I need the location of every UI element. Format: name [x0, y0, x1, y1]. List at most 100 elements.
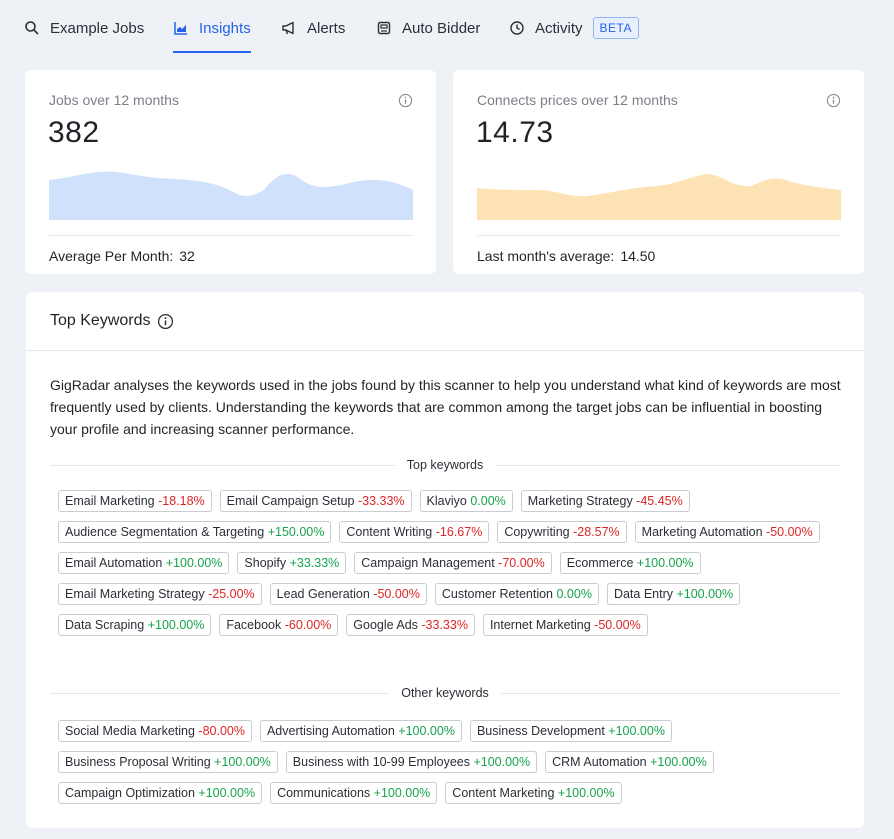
keyword-name: Campaign Optimization: [65, 786, 199, 800]
average-label: Last month's average:: [477, 248, 615, 264]
connects-card: Connects prices over 12 months 14.73 Las…: [453, 70, 864, 274]
tab-label: Example Jobs: [50, 19, 145, 37]
keyword-name: Email Campaign Setup: [226, 494, 358, 508]
keyword-name: Advertising Automation: [266, 724, 399, 738]
keyword-chip: Klaviyo 0.00%: [419, 490, 513, 512]
keyword-name: Audience Segmentation & Targeting: [65, 525, 268, 539]
keyword-name: Business Development: [476, 724, 609, 738]
keyword-chip: Data Scraping +100.00%: [58, 614, 212, 636]
keyword-change: -70.00%: [498, 556, 545, 570]
jobs-sparkline: [49, 171, 413, 220]
keyword-name: Shopify: [244, 556, 290, 570]
keyword-chip: Email Marketing -18.18%: [58, 490, 212, 512]
top-keywords-heading: Top keywords: [50, 456, 840, 474]
top-keywords-label: Top keywords: [406, 458, 484, 472]
average-label: Average Per Month:: [49, 248, 174, 264]
keyword-change: -50.00%: [373, 587, 420, 601]
keyword-chip: Communications +100.00%: [270, 782, 438, 804]
keyword-chip: Campaign Optimization +100.00%: [58, 782, 263, 804]
tab-insights[interactable]: Insights: [173, 0, 251, 56]
keyword-change: -28.57%: [573, 525, 620, 539]
keyword-chip: Facebook -60.00%: [219, 614, 339, 636]
keyword-chip: Campaign Management -70.00%: [354, 552, 552, 574]
jobs-card-title: Jobs over 12 months: [49, 92, 179, 108]
connects-card-title: Connects prices over 12 months: [477, 92, 678, 108]
keyword-chip: Email Marketing Strategy -25.00%: [58, 583, 262, 605]
clock-icon: [510, 21, 524, 35]
divider: [26, 350, 864, 351]
info-icon[interactable]: [398, 93, 413, 108]
jobs-average: Average Per Month: 32: [49, 248, 195, 264]
keyword-chip: Ecommerce +100.00%: [559, 552, 701, 574]
robot-icon: [377, 21, 391, 35]
keyword-change: +100.00%: [214, 755, 271, 769]
keyword-change: -18.18%: [158, 494, 205, 508]
top-keywords-list: Email Marketing -18.18% Email Campaign Se…: [58, 490, 838, 636]
keyword-change: -33.33%: [357, 494, 405, 508]
search-icon: [25, 21, 39, 35]
other-keywords-heading: Other keywords: [50, 684, 840, 702]
jobs-count: 382: [48, 116, 100, 149]
info-icon[interactable]: [157, 313, 174, 330]
keyword-chip: Google Ads -33.33%: [346, 614, 475, 636]
keywords-card: Top Keywords GigRadar analyses the keywo…: [26, 292, 864, 828]
other-keywords-list: Social Media Marketing -80.00% Advertisin…: [58, 720, 838, 804]
tab-alerts[interactable]: Alerts: [281, 0, 345, 56]
keyword-change: +100.00%: [398, 724, 455, 738]
keyword-chip: Content Writing -16.67%: [339, 521, 490, 543]
keyword-chip: Copywriting -28.57%: [497, 521, 627, 543]
tab-example-jobs[interactable]: Example Jobs: [24, 0, 144, 56]
keyword-change: +33.33%: [289, 556, 340, 570]
keyword-change: 0.00%: [470, 494, 506, 508]
keyword-name: Business with 10-99 Employees: [292, 755, 474, 769]
keyword-chip: Internet Marketing -50.00%: [482, 614, 648, 636]
keyword-change: +100.00%: [473, 755, 531, 769]
keyword-change: -16.67%: [435, 525, 483, 539]
keyword-change: -60.00%: [284, 618, 332, 632]
beta-badge: BETA: [592, 17, 639, 39]
keywords-title: Top Keywords: [50, 312, 151, 329]
keyword-change: +100.00%: [608, 724, 665, 738]
chart-icon: [174, 22, 187, 35]
keyword-chip: Business with 10-99 Employees +100.00%: [285, 751, 538, 773]
connects-average: Last month's average: 14.50: [477, 248, 655, 264]
tab-auto-bidder[interactable]: Auto Bidder: [376, 0, 480, 56]
jobs-card: Jobs over 12 months 382 Average Per Mont…: [25, 70, 436, 274]
tab-label: Activity: [535, 19, 583, 37]
keyword-name: CRM Automation: [552, 755, 651, 769]
connects-price: 14.73: [476, 116, 554, 149]
keyword-name: Communications: [277, 786, 374, 800]
keyword-name: Marketing Automation: [641, 525, 767, 539]
keyword-chip: Audience Segmentation & Targeting +150.0…: [58, 521, 332, 543]
keyword-name: Lead Generation: [276, 587, 374, 601]
info-icon[interactable]: [826, 93, 841, 108]
keyword-name: Facebook: [226, 618, 285, 632]
keyword-name: Email Automation: [65, 556, 166, 570]
average-value: 32: [179, 248, 195, 264]
keyword-change: +100.00%: [557, 786, 615, 800]
keyword-name: Email Marketing: [65, 494, 159, 508]
keyword-change: -50.00%: [766, 525, 813, 539]
keyword-name: Ecommerce: [566, 556, 637, 570]
tab-activity[interactable]: Activity BETA: [509, 0, 639, 56]
keywords-description: GigRadar analyses the keywords used in t…: [50, 377, 841, 437]
keyword-chip: Email Campaign Setup -33.33%: [219, 490, 412, 512]
keyword-change: -45.45%: [636, 494, 683, 508]
keyword-name: Email Marketing Strategy: [65, 587, 209, 601]
keyword-chip: Business Development +100.00%: [469, 720, 672, 742]
divider: [477, 235, 840, 236]
keyword-chip: Business Proposal Writing +100.00%: [58, 751, 278, 773]
keyword-chip: Data Entry +100.00%: [606, 583, 741, 605]
keyword-name: Business Proposal Writing: [65, 755, 215, 769]
tab-label: Insights: [199, 19, 251, 37]
keyword-name: Data Scraping: [65, 618, 148, 632]
keyword-chip: CRM Automation +100.00%: [545, 751, 714, 773]
keyword-change: +100.00%: [636, 556, 694, 570]
keyword-change: +100.00%: [147, 618, 205, 632]
keyword-chip: Shopify +33.33%: [237, 552, 347, 574]
tab-bar: Example Jobs Insights Alerts Auto Bidder…: [0, 0, 894, 56]
keyword-change: -50.00%: [594, 618, 641, 632]
keyword-name: Content Marketing: [452, 786, 558, 800]
keyword-chip: Marketing Automation -50.00%: [634, 521, 820, 543]
divider: [49, 235, 412, 236]
